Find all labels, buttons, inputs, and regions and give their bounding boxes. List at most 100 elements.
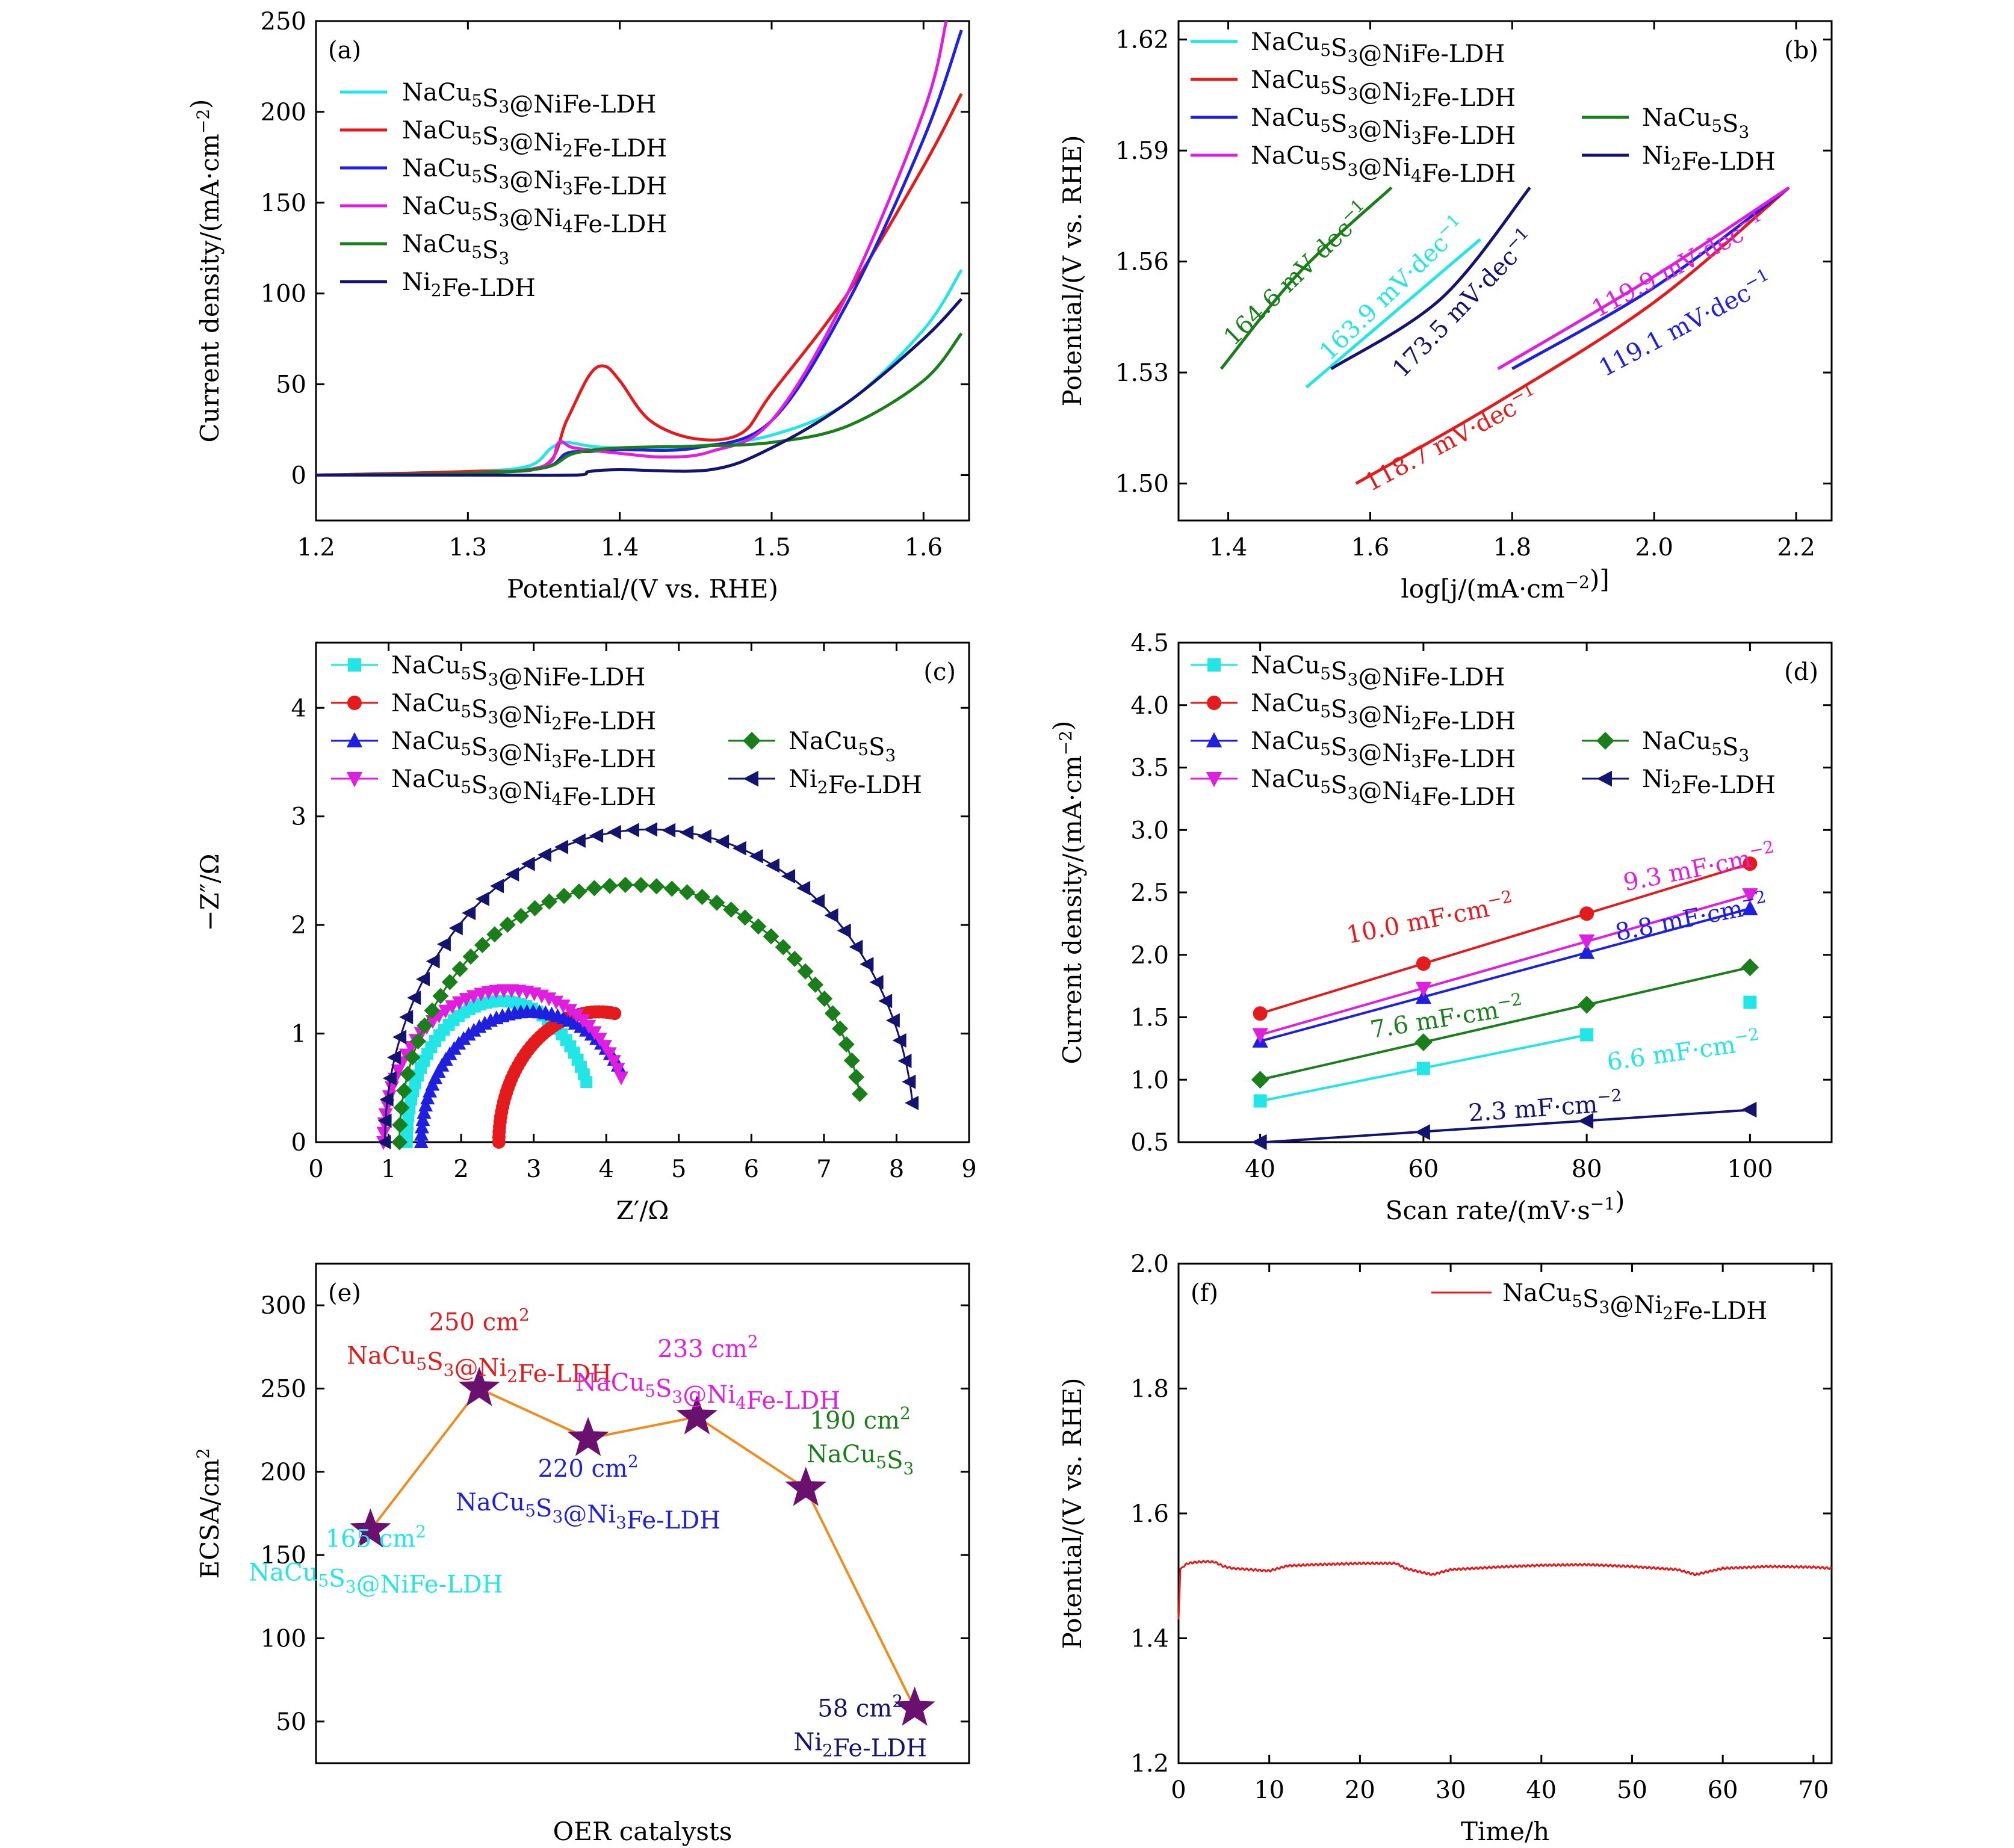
text-run: OER catalysts [553,1817,733,1846]
text-run: )] [1590,564,1610,594]
text-run: NaCu [1642,104,1711,132]
fit-line-nacu-s-ni-fe-ldh [1260,894,1750,1036]
marker-triangle-left [897,1054,912,1069]
chart-e: 50 100 150 200 250 300 (e) OER catalysts ECSA/cm… [193,1262,970,1846]
text-run: 250 cm [429,1309,519,1337]
x-tick-label: 20 [1345,1776,1375,1804]
marker-diamond [513,907,530,924]
y-tick-label: 0.5 [1130,1129,1169,1157]
marker-star [785,1466,826,1506]
marker-triangle-up [415,1112,430,1126]
text-run: S [655,1375,672,1403]
text-run: NaCu [1251,104,1320,132]
subscript: 5 [858,740,869,759]
marker-triangle-down [597,1040,612,1054]
marker-triangle-down [376,1126,391,1141]
marker-triangle-left [505,867,519,882]
marker-diamond [416,1017,433,1034]
text-run: NaCu [1251,765,1320,793]
marker-diamond [462,948,479,965]
x-tick-label: 50 [1617,1776,1647,1804]
y-tick-label: 100 [261,280,306,308]
ecsa-annotation: 250 cm2 [429,1305,530,1337]
subscript: 5 [525,1501,536,1521]
y-tick-label: 200 [261,99,306,126]
superscript: 2 [892,1692,903,1711]
text-run: Fe-LDH [573,135,667,162]
marker-triangle-left [811,894,825,909]
slope-annotation: 118.7 mV·dec−1 [1359,379,1543,497]
subscript: 2 [1411,714,1422,734]
subscript: 3 [562,179,573,199]
text-run: NaCu [1251,652,1320,679]
x-tick-label: 6 [744,1155,759,1183]
text-run: S [869,734,885,761]
subscript: 5 [1711,116,1722,136]
marker-diamond [786,950,803,967]
ecsa-line [369,1387,916,1709]
marker-diamond [1578,995,1596,1014]
marker-triangle-left [662,823,676,838]
marker-triangle-left [426,954,440,969]
subscript: 3 [498,97,509,117]
marker-triangle-up [1578,944,1595,959]
text-run: S [1331,696,1347,723]
legend-label: NaCu5S3@Ni2Fe-LDH [391,690,656,735]
marker-diamond [1741,958,1759,977]
marker-triangle-down [438,1004,453,1019]
text-run: S [1331,34,1347,62]
marker-diamond [743,732,761,750]
chart-f: 0 10 20 30 40 50 60 70 1.2 1.4 1.6 1.8 2.0 (f) Time/h P… [1058,1250,1833,1846]
marker-triangle-up [420,1090,435,1105]
subscript: 5 [471,129,482,149]
fit-line-nacu-s [1260,966,1750,1081]
subscript: 3 [552,1507,563,1527]
subscript: 3 [488,746,498,765]
text-run: 8.8 mF·cm [1613,895,1746,947]
legend-label: Ni2Fe-LDH [402,268,536,302]
text-run: S [1331,771,1347,799]
marker-circle [1207,696,1221,710]
text-run: NaCu [1251,728,1320,755]
marker-triangle-left [377,1135,391,1149]
marker-triangle-left [765,858,779,873]
x-tick-label: 1.4 [1209,534,1248,561]
superscript: 2 [900,1403,911,1423]
text-run: Fe-LDH [1422,160,1516,188]
series-markers-nacu-s-ni-fe-ldh [492,1005,622,1149]
text-run: 220 cm [538,1455,627,1483]
subscript: 3 [498,249,509,268]
subscript: 3 [1738,122,1749,142]
y-tick-label: 4 [291,694,306,722]
text-run: S [1722,734,1738,761]
marker-diamond [486,926,503,943]
series-line-nacu-s-ni-fe-ldh [1497,186,1790,371]
marker-triangle-left [849,939,863,954]
text-run: NaCu [789,728,858,755]
text-run: Fe-LDH [1422,84,1516,112]
marker-triangle-down [1578,934,1595,950]
marker-star [894,1686,935,1726]
series-line-ni-fe-ldh [316,298,963,477]
marker-circle [1416,956,1431,971]
marker-triangle-left [554,839,569,854]
marker-triangle-down [562,1004,577,1018]
superscript: −2 [1747,836,1776,861]
text-run: NaCu [1251,28,1320,56]
plot-frame [315,641,970,1143]
legend-label: NaCu5S3@Ni2Fe-LDH [1502,1279,1767,1325]
text-run: 118.7 mV·dec [1360,394,1521,497]
x-tick-label: 3 [526,1155,541,1183]
text-run: Current density/(mA·cm [195,134,225,442]
text-run: Ni [402,268,431,296]
x-tick-label: 1.6 [1351,534,1390,561]
y-tick-label: 200 [261,1459,306,1486]
text-run: S [1331,110,1347,138]
subscript: 5 [1320,702,1331,722]
marker-square [1207,658,1221,672]
marker-triangle-down [556,1000,571,1014]
subscript: 3 [616,1513,627,1533]
y-tick-label: 2.0 [1130,1250,1169,1278]
marker-triangle-left [643,822,658,837]
